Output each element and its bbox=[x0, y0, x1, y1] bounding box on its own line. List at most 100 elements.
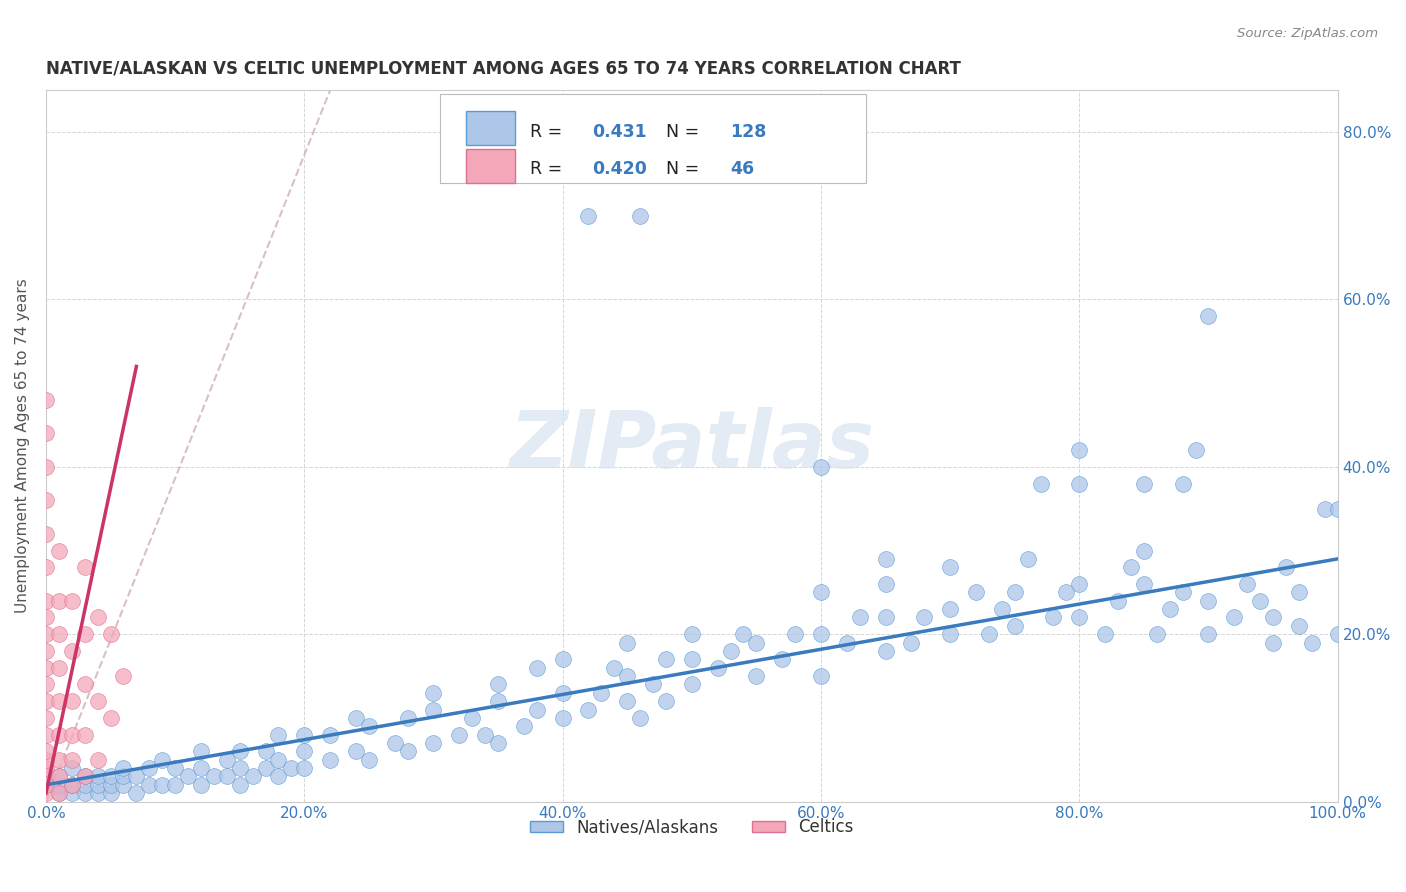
Point bbox=[48, 694, 70, 708]
Text: 46: 46 bbox=[731, 161, 755, 178]
Point bbox=[48, 778, 70, 792]
Point bbox=[86, 694, 108, 708]
Point bbox=[357, 753, 380, 767]
Point bbox=[396, 744, 419, 758]
Point bbox=[344, 711, 367, 725]
Point bbox=[551, 652, 574, 666]
Point bbox=[112, 669, 135, 683]
Point bbox=[1054, 585, 1077, 599]
Point bbox=[125, 769, 148, 783]
Point bbox=[48, 627, 70, 641]
Point bbox=[112, 769, 135, 783]
Point bbox=[733, 627, 755, 641]
Point bbox=[810, 627, 832, 641]
Text: R =: R = bbox=[530, 161, 568, 178]
Point bbox=[939, 602, 962, 616]
Point bbox=[357, 719, 380, 733]
Point bbox=[616, 635, 638, 649]
Point bbox=[1119, 560, 1142, 574]
Point bbox=[745, 635, 768, 649]
Point bbox=[1184, 443, 1206, 458]
Text: 128: 128 bbox=[731, 123, 766, 141]
Point bbox=[706, 661, 728, 675]
Point bbox=[100, 711, 122, 725]
Point bbox=[86, 778, 108, 792]
Point bbox=[344, 744, 367, 758]
Text: N =: N = bbox=[666, 123, 704, 141]
Point bbox=[396, 711, 419, 725]
Point bbox=[1107, 593, 1129, 607]
Point bbox=[267, 769, 290, 783]
Point bbox=[1275, 560, 1298, 574]
Point bbox=[810, 459, 832, 474]
Point bbox=[228, 744, 250, 758]
Point bbox=[384, 736, 406, 750]
Point bbox=[35, 644, 58, 658]
Point bbox=[35, 778, 58, 792]
Point bbox=[486, 736, 509, 750]
Point bbox=[785, 627, 807, 641]
Point bbox=[60, 593, 83, 607]
Point bbox=[486, 694, 509, 708]
Point bbox=[35, 753, 58, 767]
Point bbox=[35, 493, 58, 508]
Point bbox=[48, 661, 70, 675]
Point bbox=[190, 778, 212, 792]
Point bbox=[48, 543, 70, 558]
Point bbox=[35, 711, 58, 725]
Point bbox=[616, 669, 638, 683]
Point bbox=[681, 677, 703, 691]
Point bbox=[461, 711, 484, 725]
Point bbox=[73, 778, 96, 792]
Point bbox=[319, 753, 342, 767]
Point bbox=[138, 778, 160, 792]
Point bbox=[150, 753, 173, 767]
Point bbox=[215, 753, 238, 767]
FancyBboxPatch shape bbox=[440, 94, 866, 183]
Point bbox=[1171, 476, 1194, 491]
Point bbox=[1261, 610, 1284, 624]
Point bbox=[35, 661, 58, 675]
Point bbox=[1326, 627, 1348, 641]
Point bbox=[48, 786, 70, 800]
Point bbox=[35, 769, 58, 783]
Point bbox=[1288, 585, 1310, 599]
Point bbox=[35, 694, 58, 708]
Point bbox=[578, 702, 600, 716]
Point bbox=[48, 593, 70, 607]
Point bbox=[190, 744, 212, 758]
Point bbox=[60, 694, 83, 708]
Text: 0.420: 0.420 bbox=[592, 161, 647, 178]
Point bbox=[1133, 543, 1156, 558]
Point bbox=[875, 644, 897, 658]
Legend: Natives/Alaskans, Celtics: Natives/Alaskans, Celtics bbox=[523, 812, 860, 843]
Point bbox=[35, 526, 58, 541]
Point bbox=[100, 778, 122, 792]
Point bbox=[513, 719, 536, 733]
Text: N =: N = bbox=[666, 161, 704, 178]
Point bbox=[1017, 552, 1039, 566]
Point bbox=[35, 769, 58, 783]
Text: 0.431: 0.431 bbox=[592, 123, 647, 141]
Point bbox=[810, 585, 832, 599]
Point bbox=[1069, 476, 1091, 491]
Point bbox=[1094, 627, 1116, 641]
Point bbox=[165, 778, 187, 792]
Point bbox=[875, 577, 897, 591]
Point bbox=[991, 602, 1014, 616]
Point bbox=[1029, 476, 1052, 491]
Point bbox=[1042, 610, 1064, 624]
Point bbox=[254, 744, 277, 758]
Point bbox=[1249, 593, 1271, 607]
Point bbox=[112, 761, 135, 775]
Point bbox=[228, 761, 250, 775]
Point bbox=[616, 694, 638, 708]
Point bbox=[1261, 635, 1284, 649]
Point bbox=[1313, 501, 1336, 516]
Point bbox=[48, 753, 70, 767]
Point bbox=[1004, 585, 1026, 599]
Point bbox=[100, 769, 122, 783]
Point bbox=[474, 728, 496, 742]
Point bbox=[202, 769, 225, 783]
Text: ZIPatlas: ZIPatlas bbox=[509, 407, 875, 485]
